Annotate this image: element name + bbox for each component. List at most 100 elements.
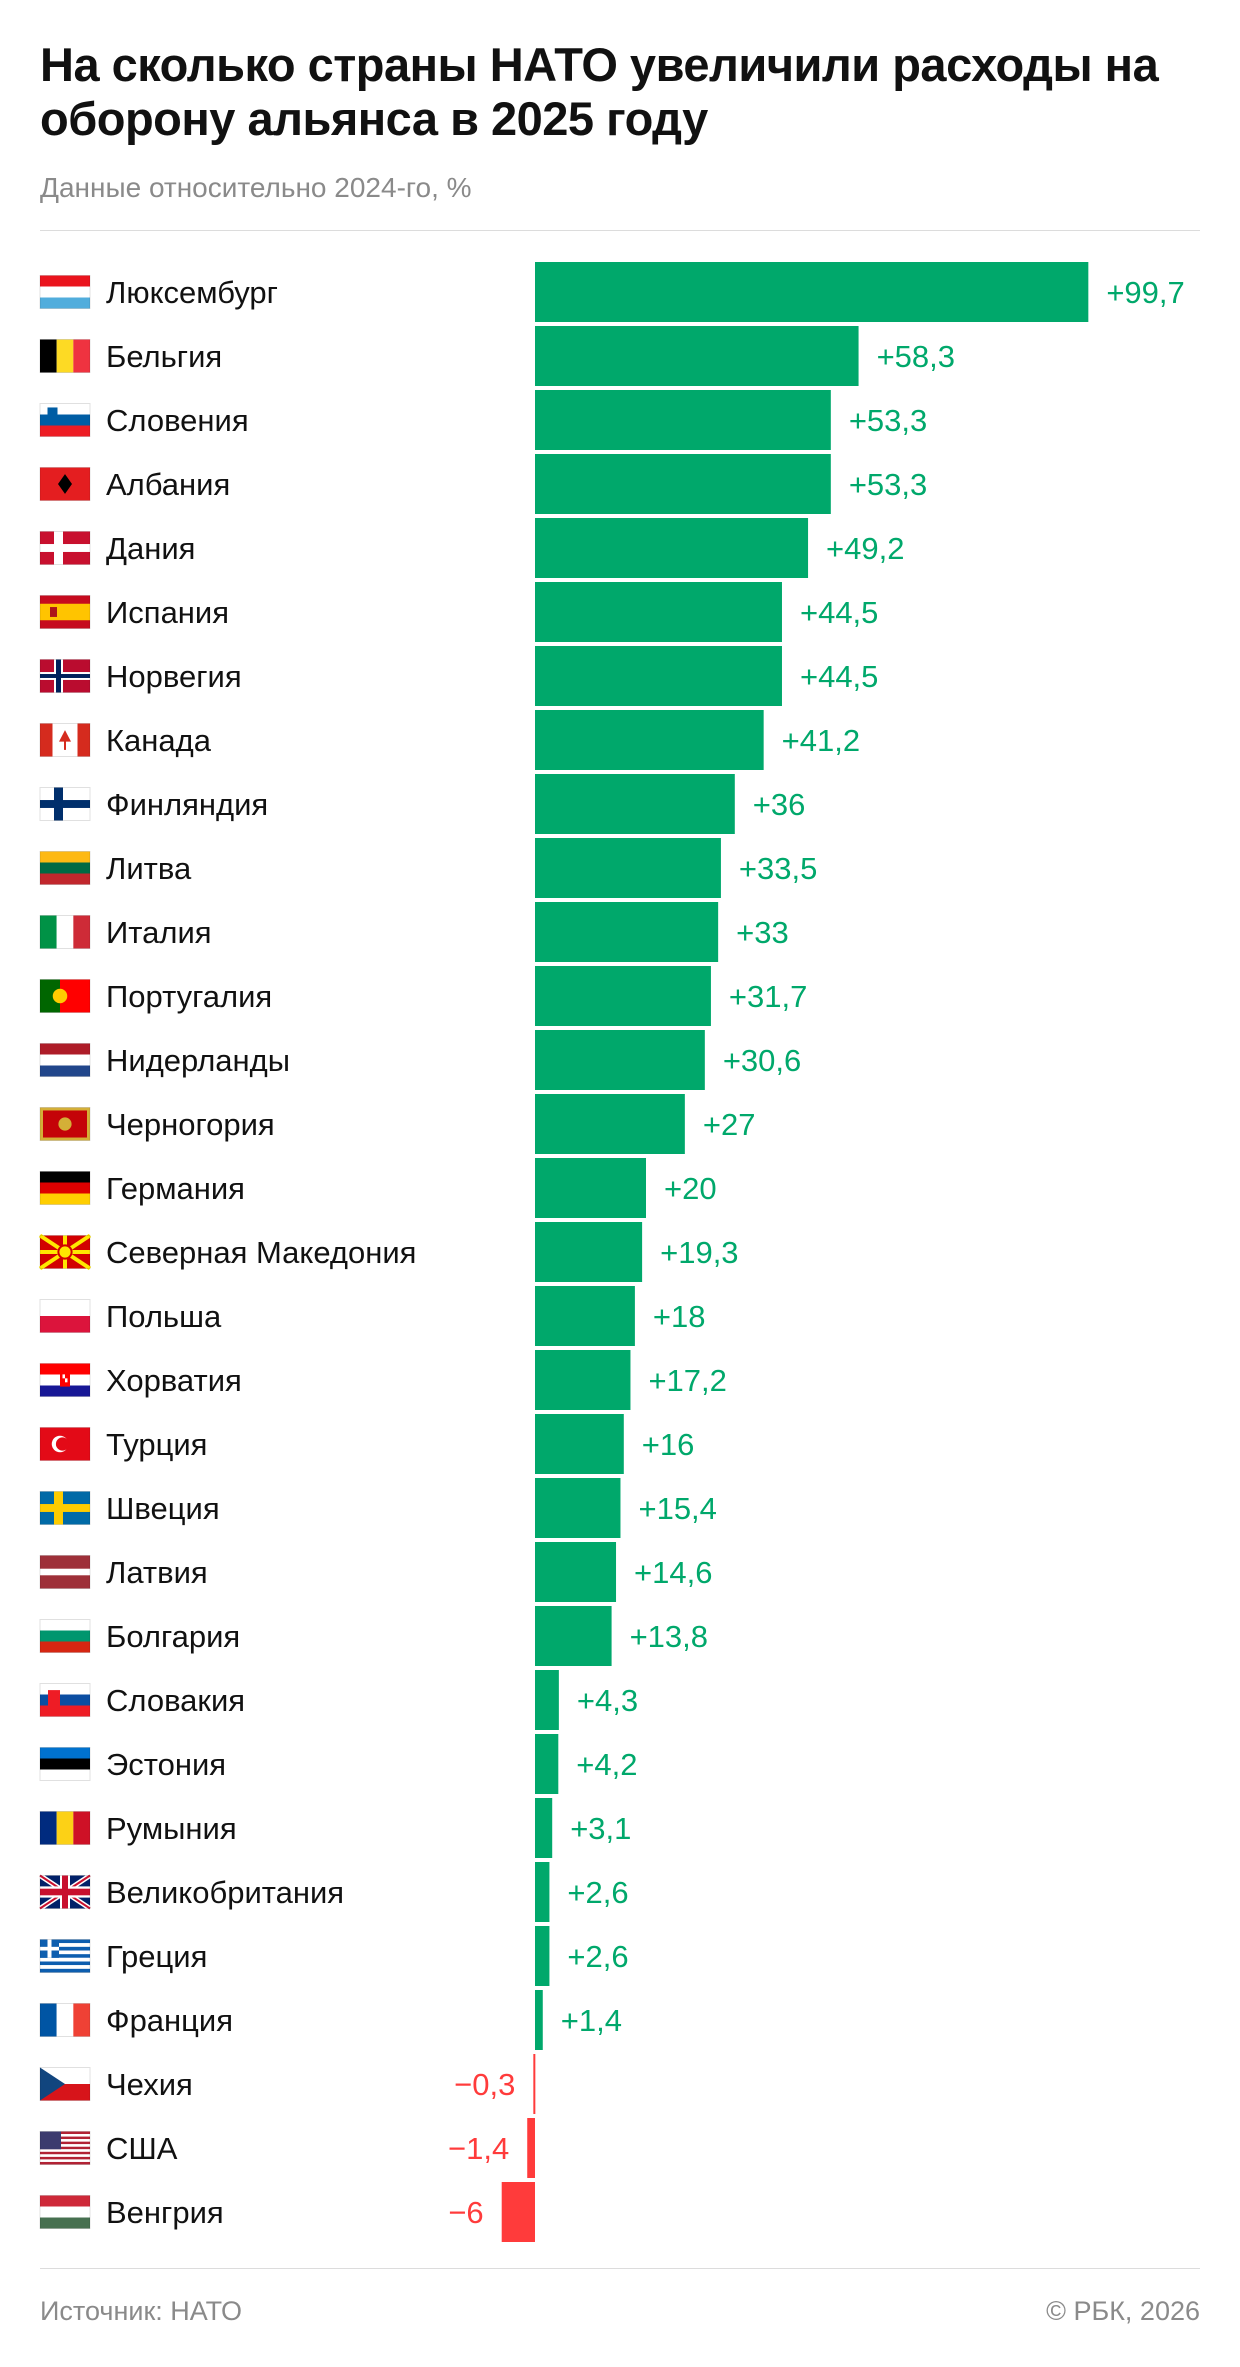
category-label: Нидерланды [106, 1043, 290, 1078]
category-label: Албания [106, 467, 230, 502]
category-label: Германия [106, 1171, 245, 1206]
category-label: Дания [106, 531, 195, 566]
bar [535, 1670, 559, 1730]
chart-row: Литва +33,5 [39, 838, 817, 898]
bar [535, 582, 782, 642]
flag-czechia-icon [39, 2067, 91, 2101]
chart-row: Португалия +31,7 [39, 966, 807, 1026]
chart-row: Венгрия −6 [39, 2182, 535, 2242]
flag-estonia-icon [39, 1747, 91, 1781]
category-label: Хорватия [106, 1363, 242, 1398]
flag-lithuania-icon [39, 851, 91, 885]
value-label: +4,2 [576, 1747, 637, 1782]
bar [535, 838, 721, 898]
category-label: Люксембург [106, 275, 278, 310]
bar [535, 518, 809, 578]
category-label: Канада [106, 723, 212, 758]
flag-bulgaria-icon [39, 1619, 91, 1653]
flag-portugal-icon [39, 979, 91, 1013]
chart-row: Болгария +13,8 [39, 1606, 708, 1666]
bar [501, 2182, 535, 2242]
category-label: Литва [106, 851, 192, 886]
value-label: +44,5 [800, 595, 878, 630]
chart-row: Бельгия +58,3 [39, 326, 955, 386]
flag-hungary-icon [39, 2195, 91, 2229]
bar [535, 1798, 553, 1858]
flag-montenegro-icon [39, 1107, 91, 1141]
value-label: +44,5 [800, 659, 878, 694]
value-label: +99,7 [1106, 275, 1184, 310]
chart-row: Нидерланды +30,6 [39, 1030, 801, 1090]
flag-denmark-icon [39, 531, 91, 565]
flag-greece-icon [39, 1939, 91, 1973]
value-label: +31,7 [729, 979, 807, 1014]
bottom-divider [40, 2268, 1200, 2269]
category-label: Бельгия [106, 339, 222, 374]
category-label: Франция [106, 2003, 233, 2038]
chart-row: Греция +2,6 [39, 1926, 629, 1986]
value-label: +13,8 [630, 1619, 708, 1654]
flag-italy-icon [39, 915, 91, 949]
bar [535, 1030, 705, 1090]
flag-turkey-icon [39, 1427, 91, 1461]
flag-slovenia-icon [39, 403, 91, 437]
flag-albania-icon [39, 467, 91, 501]
bar [535, 1158, 646, 1218]
bar [535, 646, 782, 706]
chart-row: Словения +53,3 [39, 390, 927, 450]
bar [535, 1542, 617, 1602]
category-label: Польша [106, 1299, 222, 1334]
bar [535, 1862, 550, 1922]
chart-row: Великобритания +2,6 [38, 1862, 629, 1922]
value-label: +14,6 [634, 1555, 712, 1590]
source-note: Источник: НАТО [40, 2296, 242, 2326]
category-label: Латвия [106, 1555, 208, 1590]
value-label: +15,4 [638, 1491, 716, 1526]
value-label: −1,4 [448, 2131, 509, 2166]
value-label: −0,3 [454, 2067, 515, 2102]
category-label: Испания [106, 595, 229, 630]
value-label: +41,2 [782, 723, 860, 758]
chart-subtitle: Данные относительно 2024-го, % [40, 172, 472, 203]
flag-poland-icon [39, 1299, 91, 1333]
bar [535, 1734, 559, 1794]
flag-north-macedonia-icon [38, 1233, 92, 1271]
flag-belgium-icon [39, 339, 91, 373]
chart-row: Северная Македония +19,3 [38, 1222, 739, 1282]
chart-row: Люксембург +99,7 [39, 262, 1185, 322]
category-label: Греция [106, 1939, 207, 1974]
category-label: Чехия [106, 2067, 193, 2102]
bar [535, 1926, 550, 1986]
chart-row: Словакия +4,3 [39, 1670, 638, 1730]
value-label: +3,1 [570, 1811, 631, 1846]
value-label: +27 [703, 1107, 756, 1142]
flag-croatia-icon [39, 1363, 91, 1397]
chart-row: Германия +20 [39, 1158, 717, 1218]
value-label: −6 [448, 2195, 483, 2230]
bar [535, 454, 831, 514]
category-label: Черногория [106, 1107, 275, 1142]
chart-row: Испания +44,5 [39, 582, 878, 642]
bar [535, 774, 735, 834]
chart-row: Польша +18 [39, 1286, 705, 1346]
category-label: Венгрия [106, 2195, 224, 2230]
chart-row: Франция +1,4 [39, 1990, 622, 2050]
flag-netherlands-icon [39, 1043, 91, 1077]
category-label: Великобритания [106, 1875, 344, 1910]
chart-row: Латвия +14,6 [39, 1542, 712, 1602]
value-label: +53,3 [849, 403, 927, 438]
flag-france-icon [39, 2003, 91, 2037]
chart-row: Канада +41,2 [39, 710, 860, 770]
flag-spain-icon [39, 595, 91, 629]
value-label: +19,3 [660, 1235, 738, 1270]
bar [535, 1350, 631, 1410]
value-label: +1,4 [561, 2003, 622, 2038]
value-label: +4,3 [577, 1683, 638, 1718]
flag-uk-icon [38, 1873, 92, 1911]
value-label: +2,6 [567, 1875, 628, 1910]
value-label: +17,2 [648, 1363, 726, 1398]
top-divider [40, 230, 1200, 231]
value-label: +33,5 [739, 851, 817, 886]
value-label: +53,3 [849, 467, 927, 502]
